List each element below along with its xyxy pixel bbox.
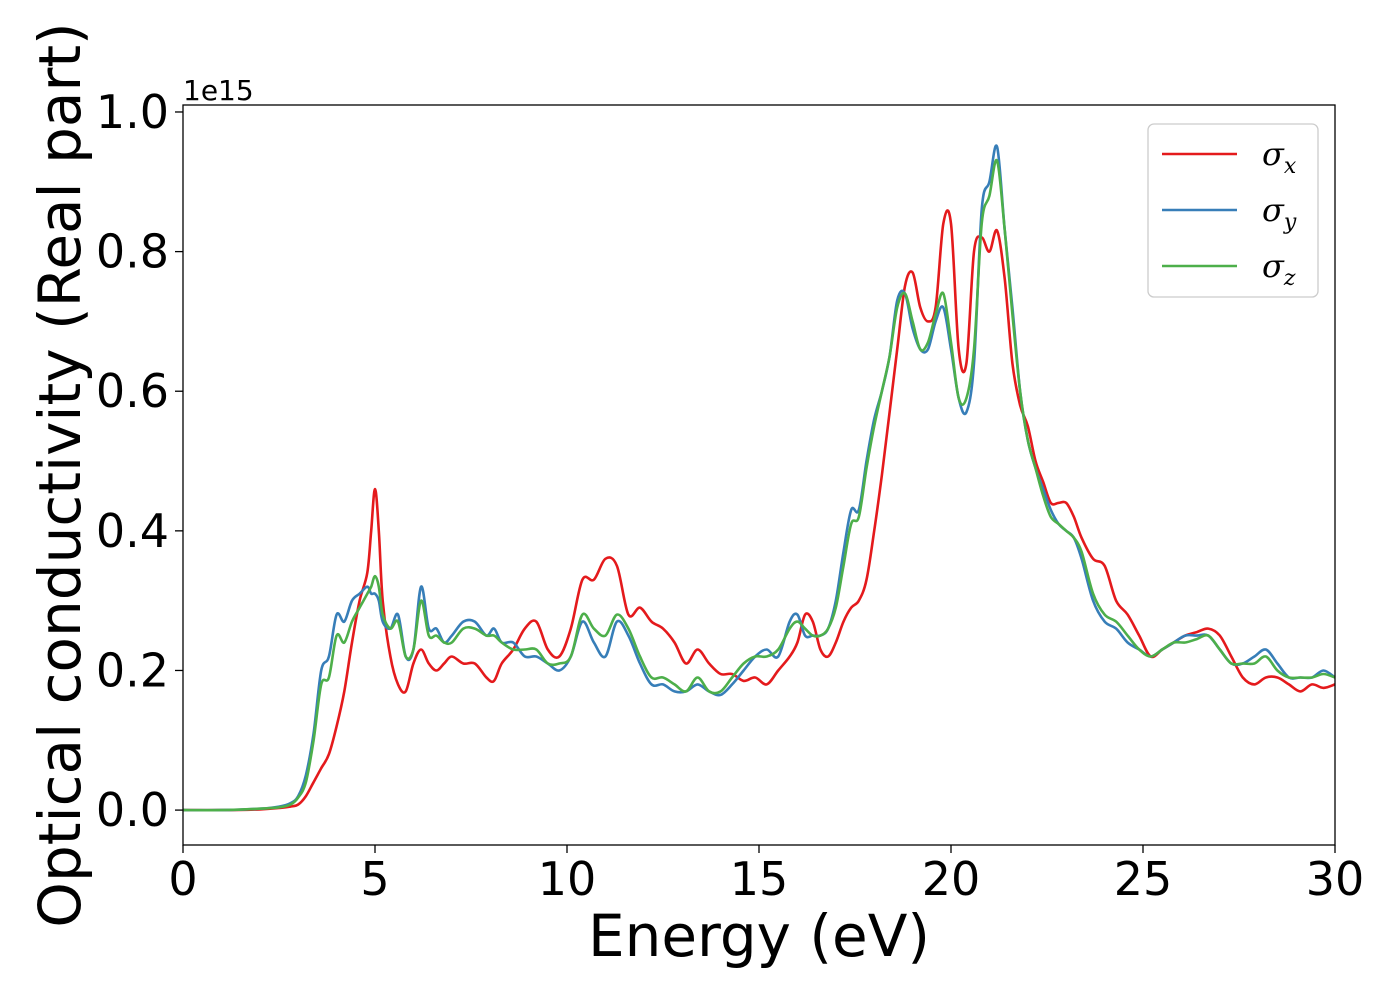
y-tick-label: 0.6 [96, 364, 169, 418]
y-tick-label: 0.8 [96, 225, 169, 279]
series-layer [182, 144, 1336, 812]
x-tick-label: 25 [1114, 852, 1173, 906]
series-line-x [182, 209, 1336, 812]
legend: σx σy σz [1147, 123, 1319, 298]
y-axis: 0.0 0.2 0.4 0.6 0.8 1.0 [96, 85, 183, 837]
legend-label-y: σy [1262, 191, 1297, 235]
x-axis-label: Energy (eV) [588, 902, 930, 970]
x-tick-label: 30 [1306, 852, 1365, 906]
series-line-z [182, 158, 1336, 812]
y-axis-label: Optical conductivity (Real part) [26, 22, 94, 927]
x-tick-label: 10 [538, 852, 597, 906]
legend-label-x: σx [1262, 135, 1297, 179]
y-tick-label: 1.0 [96, 85, 169, 139]
x-tick-label: 20 [922, 852, 981, 906]
x-tick-label: 5 [360, 852, 389, 906]
y-tick-label: 0.4 [96, 504, 169, 558]
y-tick-label: 0.0 [96, 783, 169, 837]
series-line-y [182, 144, 1336, 812]
legend-label-z: σz [1262, 247, 1296, 291]
x-tick-label: 0 [168, 852, 197, 906]
y-tick-label: 0.2 [96, 643, 169, 697]
y-offset-label: 1e15 [183, 74, 254, 107]
x-tick-label: 15 [730, 852, 789, 906]
x-axis: 0 5 10 15 20 25 30 [168, 845, 1364, 906]
